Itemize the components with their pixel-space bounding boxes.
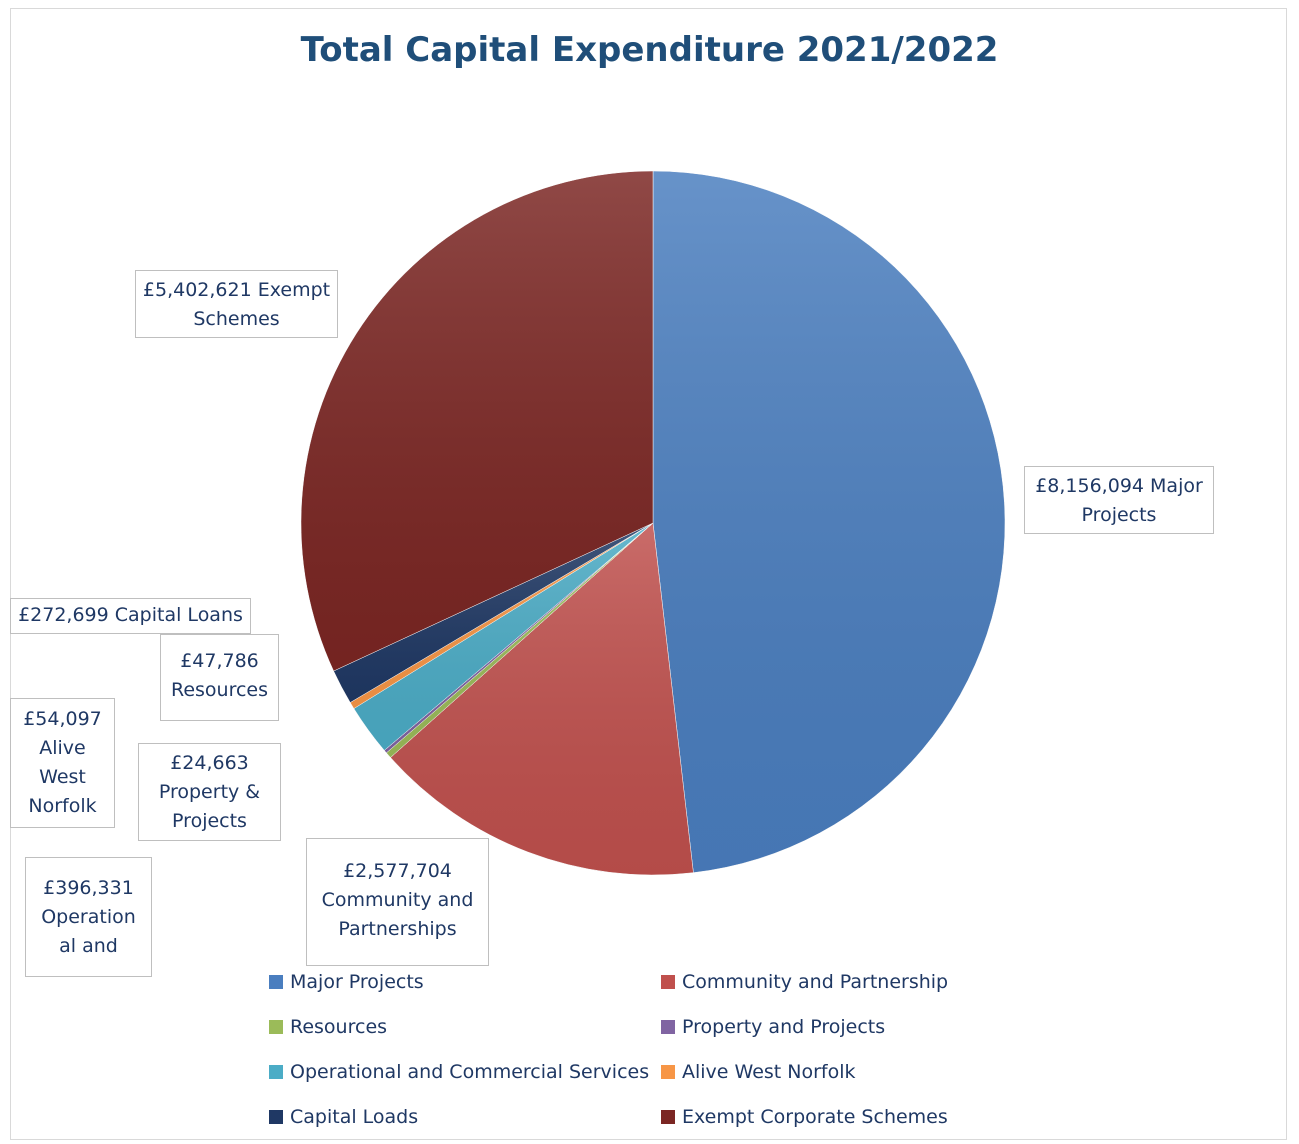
- legend-label: Major Projects: [290, 971, 424, 993]
- legend-item-resources: Resources: [269, 1015, 387, 1039]
- chart-title: Total Capital Expenditure 2021/2022: [300, 30, 999, 70]
- legend-item-alive-west-norfolk: Alive West Norfolk: [661, 1060, 856, 1084]
- data-label-capital-loans: £272,699 Capital Loans: [10, 598, 251, 634]
- legend-item-capital-loads: Capital Loads: [269, 1105, 418, 1129]
- legend-item-exempt-corporate: Exempt Corporate Schemes: [661, 1105, 948, 1129]
- data-label-community-partnerships: £2,577,704 Community and Partnerships: [306, 838, 489, 966]
- legend-item-major-projects: Major Projects: [269, 970, 424, 994]
- legend-item-property-projects: Property and Projects: [661, 1015, 885, 1039]
- legend-swatch-property-projects: [661, 1020, 675, 1034]
- pie-slice-shading: [350, 523, 653, 709]
- legend-label: Alive West Norfolk: [682, 1061, 856, 1083]
- legend-label: Operational and Commercial Services: [290, 1061, 650, 1083]
- legend-label: Property and Projects: [682, 1016, 886, 1038]
- legend-swatch-major-projects: [269, 975, 283, 989]
- pie-slice-shading: [386, 523, 653, 758]
- legend-label: Capital Loads: [290, 1106, 419, 1128]
- pie-slice-shading: [390, 523, 694, 875]
- legend-swatch-exempt-corporate: [661, 1110, 675, 1124]
- legend-label: Community and Partnership: [682, 971, 949, 993]
- pie-slice-shading: [301, 171, 653, 672]
- legend-swatch-capital-loads: [269, 1110, 283, 1124]
- legend-swatch-community-partnership: [661, 975, 675, 989]
- data-label-property-projects: £24,663 Property & Projects: [138, 743, 281, 841]
- pie-slice-shading: [653, 171, 1006, 873]
- legend-label: Resources: [290, 1016, 388, 1038]
- data-label-resources: £47,786 Resources: [160, 634, 279, 721]
- data-label-exempt-schemes: £5,402,621 Exempt Schemes: [135, 270, 338, 338]
- data-label-operational: £396,331 Operation al and: [25, 857, 152, 977]
- pie-slice-shading: [333, 523, 653, 703]
- pie-slice-shading: [353, 523, 653, 751]
- legend-swatch-resources: [269, 1020, 283, 1034]
- legend-item-operational-commercial: Operational and Commercial Services: [269, 1060, 649, 1084]
- legend-swatch-operational-commercial: [269, 1065, 283, 1079]
- data-label-alive-west-norfolk: £54,097 Alive West Norfolk: [10, 698, 115, 828]
- legend-label: Exempt Corporate Schemes: [682, 1106, 948, 1128]
- legend-swatch-alive-west-norfolk: [661, 1065, 675, 1079]
- legend-item-community-partnership: Community and Partnership: [661, 970, 948, 994]
- pie-slice-shading: [384, 523, 653, 753]
- data-label-major-projects: £8,156,094 Major Projects: [1024, 466, 1214, 534]
